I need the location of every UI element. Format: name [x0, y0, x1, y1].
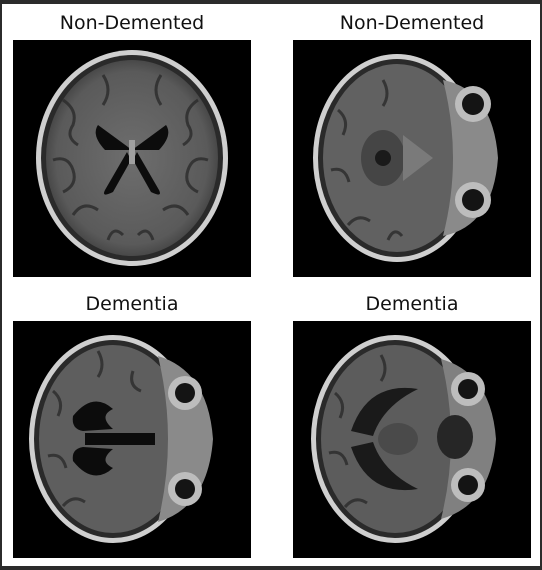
mri-image-1	[13, 40, 251, 277]
mri-image-3	[13, 321, 251, 558]
right-border	[540, 0, 542, 570]
panel-title-3: Dementia	[85, 293, 179, 315]
panel-title-4: Dementia	[365, 293, 459, 315]
bottom-border	[0, 566, 542, 570]
panel-title-1: Non-Demented	[59, 12, 205, 34]
panel-title-2: Non-Demented	[339, 12, 485, 34]
left-border	[0, 0, 2, 570]
mri-image-2	[293, 40, 531, 277]
mri-image-4	[293, 321, 531, 558]
top-border	[0, 0, 542, 4]
